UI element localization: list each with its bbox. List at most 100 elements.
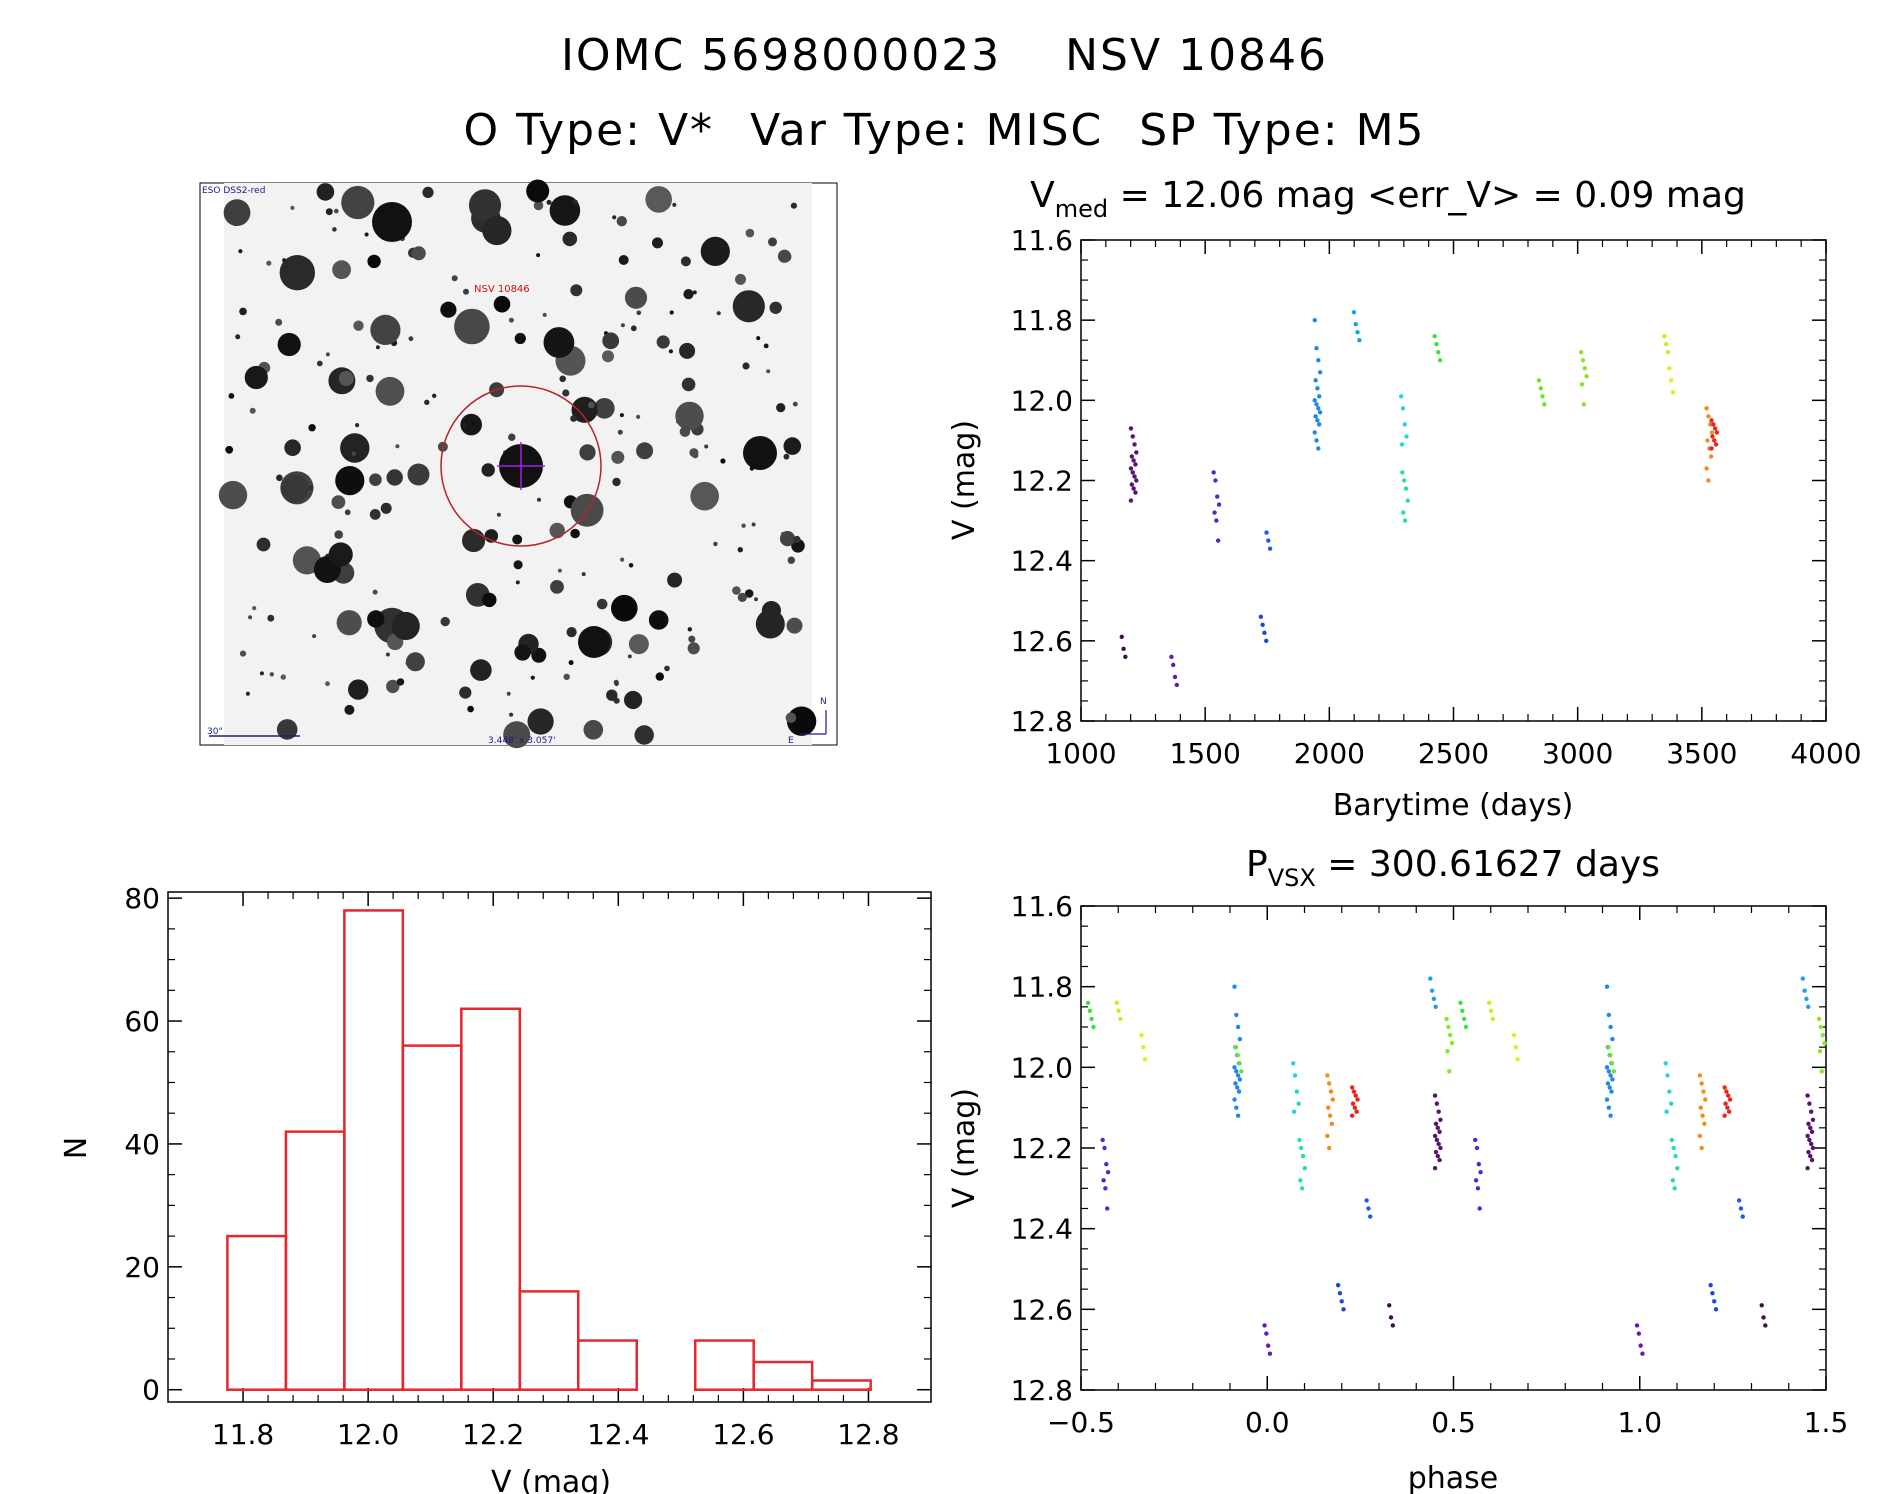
- phased-point: [1604, 1097, 1610, 1102]
- sky-star: [508, 433, 516, 441]
- sky-star: [344, 509, 351, 516]
- sky-star: [460, 413, 483, 436]
- sky-star: [440, 301, 457, 318]
- lightcurve-point: [1400, 470, 1405, 475]
- phased-point: [1511, 1032, 1517, 1038]
- histogram-bar: [284, 1130, 346, 1391]
- sky-star: [611, 450, 625, 464]
- lightcurve-xtick-label: 2500: [1418, 737, 1489, 770]
- phased-point: [1335, 1282, 1341, 1288]
- phased-point: [1104, 1161, 1109, 1167]
- phased-point: [1759, 1303, 1764, 1308]
- phased-point: [1474, 1145, 1480, 1151]
- sky-star: [351, 451, 356, 456]
- phased-point: [1239, 1069, 1244, 1074]
- lightcurve-point: [1710, 434, 1715, 439]
- sky-star: [341, 185, 375, 220]
- histogram-bar: [810, 1379, 872, 1391]
- sky-star: [776, 403, 786, 413]
- sky-star: [340, 433, 370, 463]
- sky-star: [716, 311, 721, 316]
- phased-point: [1710, 1291, 1715, 1296]
- lightcurve-point: [1357, 338, 1362, 343]
- sky-star: [245, 691, 250, 696]
- phased-point: [1606, 1044, 1611, 1050]
- phased-point: [1364, 1198, 1369, 1203]
- phased-ytick-label: 11.8: [1011, 971, 1073, 1004]
- sky-star: [223, 199, 251, 227]
- phased-point: [1822, 1040, 1827, 1046]
- object-id: IOMC 5698000023: [560, 30, 1002, 81]
- lightcurve-point: [1437, 358, 1443, 363]
- phased-point: [1388, 1315, 1394, 1320]
- sky-star: [704, 444, 709, 449]
- phased-point: [1433, 1004, 1438, 1010]
- phased-point: [1267, 1351, 1273, 1356]
- sky-star: [793, 535, 801, 544]
- lightcurve-point: [1708, 454, 1714, 459]
- sky-star: [395, 444, 400, 449]
- phased-point: [1708, 1282, 1713, 1288]
- phased-point: [1713, 1307, 1719, 1312]
- sky-star: [668, 349, 674, 354]
- lightcurve-point: [1707, 422, 1713, 427]
- phased-point: [1477, 1206, 1482, 1211]
- histogram-xtick-label: 12.4: [587, 1418, 649, 1451]
- lightcurve-point: [1665, 350, 1671, 355]
- phased-point: [1102, 1145, 1107, 1151]
- phased-point: [1447, 1069, 1452, 1074]
- sky-star: [636, 414, 641, 419]
- phased-point: [1329, 1121, 1335, 1127]
- lightcurve-point: [1316, 358, 1321, 363]
- sky-star: [568, 660, 574, 666]
- phased-point: [1608, 1073, 1613, 1078]
- phased-point: [1328, 1089, 1334, 1094]
- sky-star: [440, 616, 450, 627]
- size-label: 3.448' x 3.057': [488, 736, 556, 746]
- phased-point: [1434, 1101, 1440, 1106]
- sky-star: [367, 610, 385, 628]
- sky-star: [562, 231, 578, 247]
- phased-point: [1665, 1073, 1670, 1078]
- sky-star: [570, 415, 577, 422]
- phased-point: [1433, 1121, 1439, 1127]
- phased-point: [1818, 1024, 1824, 1030]
- sky-star: [614, 681, 619, 687]
- sky-star: [422, 186, 434, 198]
- sky-star: [755, 609, 785, 639]
- phased-point: [1608, 1053, 1613, 1058]
- phased-point: [1722, 1085, 1727, 1090]
- histogram-bar: [226, 1234, 288, 1391]
- sky-star: [355, 423, 360, 428]
- phased-point: [1339, 1299, 1344, 1304]
- lightcurve-point: [1578, 350, 1584, 355]
- sky-star: [432, 393, 437, 398]
- phased-point: [1701, 1089, 1706, 1094]
- phased-point: [1700, 1113, 1705, 1118]
- phased-point: [1368, 1214, 1373, 1219]
- phased-point: [1234, 1012, 1239, 1018]
- phased-point: [1513, 1044, 1518, 1050]
- phased-point: [1726, 1109, 1732, 1114]
- lightcurve-point: [1258, 614, 1264, 619]
- sky-star: [292, 546, 321, 575]
- lightcurve-point: [1169, 654, 1174, 660]
- sky-star: [369, 509, 381, 520]
- phased-point: [1461, 1016, 1467, 1022]
- sky-star: [407, 463, 430, 486]
- phased-point: [1350, 1101, 1356, 1106]
- sky-star: [617, 429, 623, 435]
- sky-star: [218, 480, 248, 510]
- sky-star: [783, 453, 790, 460]
- spectral-type: SP Type: M5: [1139, 105, 1426, 156]
- phased-point: [1607, 1085, 1612, 1090]
- sky-star: [656, 335, 670, 349]
- histogram-bar: [343, 909, 405, 1391]
- phased-ytick-label: 12.6: [1011, 1293, 1073, 1326]
- lightcurve-point: [1712, 438, 1717, 443]
- sky-star: [737, 592, 747, 603]
- sky-star: [791, 539, 805, 553]
- phased-point: [1807, 1101, 1812, 1106]
- lightcurve-xtick-label: 1000: [1045, 737, 1116, 770]
- sky-star: [667, 572, 683, 588]
